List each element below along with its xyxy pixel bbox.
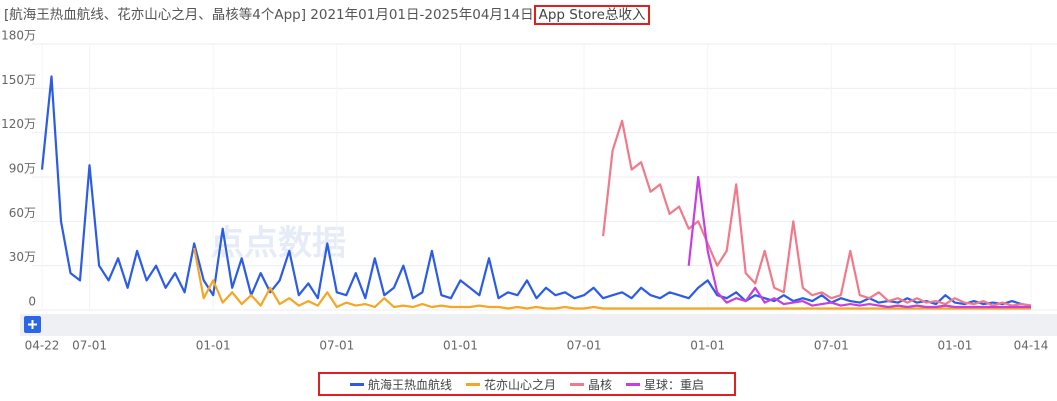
y-tick-label: 90万	[9, 162, 36, 176]
x-tick-label: 01-01	[196, 339, 231, 353]
legend: 航海王热血航线 花亦山心之月 晶核 星球：重启	[318, 372, 736, 396]
title-bar: [航海王热血航线、花亦山心之月、晶核等4个App] 2021年01月01日-20…	[4, 3, 651, 25]
y-tick-label: 150万	[1, 73, 36, 87]
legend-swatch	[626, 382, 641, 386]
x-tick-label: 01-01	[937, 339, 972, 353]
series-line	[193, 247, 1031, 310]
legend-item[interactable]: 星球：重启	[626, 376, 704, 393]
chart-subtitle: App Store总收入	[533, 5, 651, 25]
legend-label: 花亦山心之月	[483, 377, 556, 392]
x-tick-label: 07-01	[72, 339, 107, 353]
legend-swatch	[349, 382, 364, 386]
x-tick-label: 07-01	[567, 339, 602, 353]
legend-swatch	[465, 382, 480, 386]
x-tick-label: 04-22	[25, 339, 60, 353]
legend-item[interactable]: 花亦山心之月	[465, 376, 556, 393]
x-tick-label: 07-01	[814, 339, 849, 353]
legend-label: 航海王热血航线	[367, 377, 452, 392]
legend-swatch	[570, 382, 584, 386]
series-line	[687, 175, 1031, 309]
y-tick-label: 180万	[1, 29, 36, 43]
legend-item[interactable]: 晶核	[570, 376, 612, 393]
legend-item[interactable]: 航海王热血航线	[349, 376, 452, 393]
chart-title: [航海王热血航线、花亦山心之月、晶核等4个App] 2021年01月01日-20…	[4, 7, 534, 23]
x-tick-label: 01-01	[443, 339, 478, 353]
watermark: 点点数据	[210, 224, 346, 264]
y-tick-label: 30万	[9, 250, 36, 264]
y-tick-label: 120万	[1, 117, 36, 131]
x-tick-label: 07-01	[319, 339, 354, 353]
legend-label: 晶核	[588, 377, 613, 392]
zoom-slider[interactable]	[20, 314, 1057, 336]
y-tick-label: 0	[28, 295, 36, 309]
x-tick-label: 04-14	[1014, 339, 1049, 353]
series-line	[602, 119, 1032, 307]
legend-label: 星球：重启	[644, 377, 705, 392]
plus-icon	[28, 320, 37, 329]
series-line	[40, 75, 1032, 307]
x-tick-label: 01-01	[690, 339, 725, 353]
y-tick-label: 60万	[9, 206, 36, 220]
chart: 点点数据 0 30万 60万 90万 120万 150万 180万 04-22 07-01 01-…	[1, 29, 1057, 353]
